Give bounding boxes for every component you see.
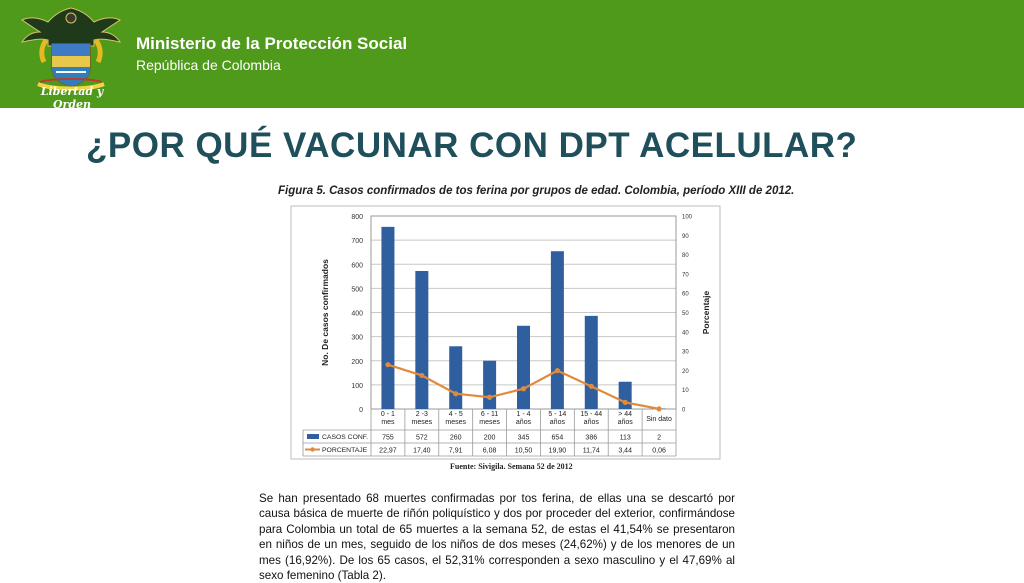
table-cell: 19,90	[549, 448, 567, 455]
table-cell: 755	[382, 435, 394, 442]
category-label: 4 - 5 meses	[445, 411, 466, 426]
line-point	[520, 386, 527, 392]
y2-tick-label: 100	[682, 215, 693, 221]
table-cell: 345	[518, 435, 530, 442]
chart-frame	[290, 205, 721, 460]
legend-percent-label: PORCENTAJE	[322, 447, 368, 454]
table-cell: 200	[484, 435, 496, 442]
table-cell: 3,44	[618, 448, 632, 455]
y-tick-label: 700	[351, 238, 363, 245]
ministry-name: Ministerio de la Protección Social	[136, 34, 408, 53]
header-bar: Libertad y Orden Ministerio de la Protec…	[0, 0, 1024, 111]
y-tick-label: 200	[351, 359, 363, 366]
table-cell: 22,97	[379, 448, 397, 455]
table-cell: 2	[657, 435, 661, 442]
coat-of-arms-logo	[20, 7, 122, 91]
chart-source: Fuente: Sivigila. Semana 52 de 2012	[450, 462, 573, 471]
line-point	[419, 372, 425, 379]
category-label: 1 - 4 años	[516, 411, 532, 426]
category-label: > 44 años	[618, 411, 634, 426]
bar	[381, 226, 395, 409]
y-tick-label: 100	[351, 383, 363, 390]
bar	[483, 360, 497, 409]
category-label: 2 -3 meses	[412, 411, 433, 426]
bar	[449, 346, 463, 409]
y2-tick-label: 20	[682, 369, 689, 375]
y2-tick-label: 30	[682, 350, 689, 356]
table-cell: 7,91	[449, 448, 463, 455]
y-axis-title: No. De casos confirmados	[320, 259, 330, 366]
y-tick-label: 800	[351, 214, 363, 221]
bar	[415, 271, 429, 409]
table-cell: 6,08	[483, 448, 497, 455]
table-cell: 260	[450, 435, 462, 442]
line-point	[453, 391, 459, 397]
y-tick-label: 400	[351, 311, 363, 318]
category-label: 5 - 14 años	[548, 411, 566, 426]
bar	[550, 251, 564, 409]
table-cell: 0,06	[652, 448, 666, 455]
y-tick-label: 300	[351, 335, 363, 342]
category-label: 0 - 1 mes	[381, 411, 395, 426]
y2-tick-label: 0	[682, 408, 686, 414]
table-cell: 572	[416, 435, 428, 442]
y-tick-label: 0	[359, 407, 363, 414]
motto: Libertad y Orden	[40, 85, 104, 111]
table-cell: 17,40	[413, 448, 431, 455]
bar	[517, 325, 530, 409]
y2-tick-label: 50	[682, 311, 689, 317]
line-point	[588, 383, 594, 389]
y2-axis-title: Porcentaje	[701, 290, 711, 334]
table-cell: 654	[552, 435, 564, 442]
legend-line-swatch	[310, 447, 315, 452]
y2-tick-label: 90	[682, 234, 689, 240]
y-tick-label: 500	[351, 286, 363, 293]
line-point	[622, 399, 628, 405]
y2-tick-label: 40	[682, 330, 689, 336]
y2-tick-label: 10	[682, 388, 689, 394]
y2-tick-label: 80	[682, 253, 689, 259]
y2-tick-label: 60	[682, 292, 689, 298]
table-cell: 113	[620, 435, 631, 442]
bar	[584, 315, 598, 409]
table-cell: 386	[585, 435, 597, 442]
category-label: 6 - 11 meses	[479, 411, 500, 426]
category-label: 15 - 44 años	[580, 411, 602, 426]
cases-by-age-chart: 0 100 200 300 400 500 600 700 800 0 10 20 30 40 50 60 70…	[290, 205, 721, 471]
line-point	[656, 406, 662, 412]
table-cell: 10,50	[515, 448, 533, 455]
y-tick-label: 600	[351, 262, 363, 269]
republic-name: República de Colombia	[136, 57, 281, 73]
legend-cases-label: CASOS CONF.	[322, 434, 368, 441]
y2-tick-label: 70	[682, 272, 689, 278]
line-point	[385, 362, 391, 368]
table-cell: 11,74	[583, 448, 600, 455]
line-point	[487, 394, 493, 400]
figure-title: Figura 5. Casos confirmados de tos ferin…	[278, 185, 795, 197]
body-paragraph: Se han presentado 68 muertes confirmadas…	[259, 492, 735, 583]
category-label: Sin dato	[646, 416, 672, 423]
legend-bar-swatch	[307, 434, 319, 439]
line-point	[554, 367, 560, 374]
slide-title: ¿POR QUÉ VACUNAR CON DPT ACELULAR?	[86, 126, 858, 165]
